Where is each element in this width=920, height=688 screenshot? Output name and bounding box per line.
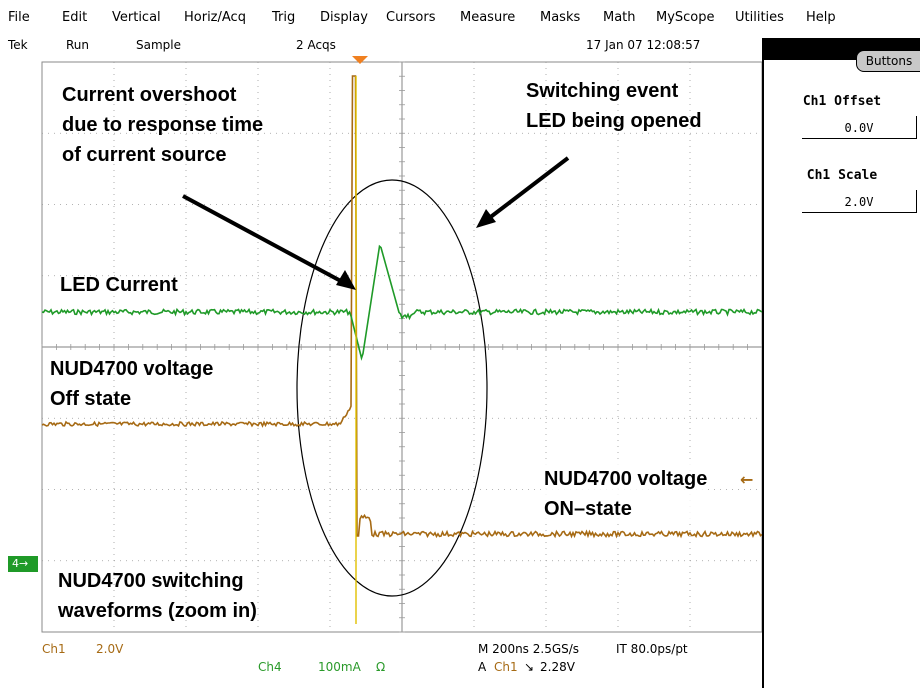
menu-edit[interactable]: Edit xyxy=(62,10,88,25)
switching-arrow-head xyxy=(476,209,496,228)
menu-measure[interactable]: Measure xyxy=(460,10,516,25)
menu-cursors[interactable]: Cursors xyxy=(386,10,436,25)
overshoot-annotation: Current overshoot due to response time o… xyxy=(62,84,264,166)
menu-math[interactable]: Math xyxy=(603,10,636,25)
side-panel: Buttons Ch1 Offset 0.0V Ch1 Scale 2.0V xyxy=(762,38,920,688)
menu-myscope[interactable]: MyScope xyxy=(656,10,715,25)
switching-ellipse xyxy=(296,179,488,597)
timebase-readout[interactable]: M 200ns 2.5GS/s xyxy=(478,642,580,656)
off-state-label: NUD4700 voltage Off state xyxy=(50,358,214,410)
ch1-voltage-trace xyxy=(41,75,762,539)
menu-trig[interactable]: Trig xyxy=(272,10,296,25)
trigger-position-marker xyxy=(352,56,368,64)
menu-bar: File Edit Vertical Horiz/Acq Trig Displa… xyxy=(0,0,920,34)
trigger-prefix: A xyxy=(478,660,487,674)
ch4-ground-marker[interactable]: 4→ xyxy=(8,556,38,572)
brand-label: Tek xyxy=(8,38,28,52)
ch1-readout-label[interactable]: Ch1 xyxy=(42,642,66,656)
ch1-scale-value[interactable]: 2.0V xyxy=(802,190,917,213)
acquisition-count: 2 Acqs xyxy=(296,38,336,52)
ch1-offset-value[interactable]: 0.0V xyxy=(802,116,917,139)
timestamp: 17 Jan 07 12:08:57 xyxy=(586,38,701,52)
ch1-scale-label: Ch1 Scale xyxy=(806,168,878,183)
ch1-offset-label: Ch1 Offset xyxy=(802,94,882,109)
graticule-grid xyxy=(41,61,762,633)
ch4-current-trace xyxy=(41,244,762,361)
ch1-level-marker: ← xyxy=(740,470,754,489)
trigger-level-readout[interactable]: 2.28V xyxy=(540,660,575,674)
buttons-tab[interactable]: Buttons xyxy=(856,50,920,72)
menu-horiz-acq[interactable]: Horiz/Acq xyxy=(184,10,246,25)
run-state: Run xyxy=(66,38,90,52)
menu-masks[interactable]: Masks xyxy=(540,10,581,25)
overshoot-arrow-line xyxy=(182,194,351,288)
ch1-scale-readout[interactable]: 2.0V xyxy=(96,642,124,656)
overshoot-arrow-head xyxy=(336,270,356,290)
acquisition-mode: Sample xyxy=(136,38,181,52)
trigger-source[interactable]: Ch1 xyxy=(494,660,518,674)
switching-arrow-line xyxy=(482,156,570,224)
switching-annotation: Switching event LED being opened xyxy=(526,80,702,132)
led-current-label: LED Current xyxy=(60,274,178,296)
menu-file[interactable]: File xyxy=(8,10,30,25)
menu-display[interactable]: Display xyxy=(320,10,368,25)
waveform-display[interactable] xyxy=(0,56,762,640)
on-state-label: NUD4700 voltage ON–state xyxy=(544,464,708,524)
ch4-scale-readout[interactable]: 100mA xyxy=(318,660,361,674)
footer-caption: NUD4700 switching waveforms (zoom in) xyxy=(58,570,257,622)
menu-help[interactable]: Help xyxy=(806,10,836,25)
menu-vertical[interactable]: Vertical xyxy=(112,10,161,25)
ch4-readout-label[interactable]: Ch4 xyxy=(258,660,282,674)
trigger-slope-icon: ↘ xyxy=(524,660,535,674)
ch4-coupling-readout: Ω xyxy=(376,660,386,674)
menu-utilities[interactable]: Utilities xyxy=(735,10,784,25)
status-bar: Tek Run Sample 2 Acqs 17 Jan 07 12:08:57 xyxy=(0,38,762,56)
record-length-readout: IT 80.0ps/pt xyxy=(616,642,688,656)
